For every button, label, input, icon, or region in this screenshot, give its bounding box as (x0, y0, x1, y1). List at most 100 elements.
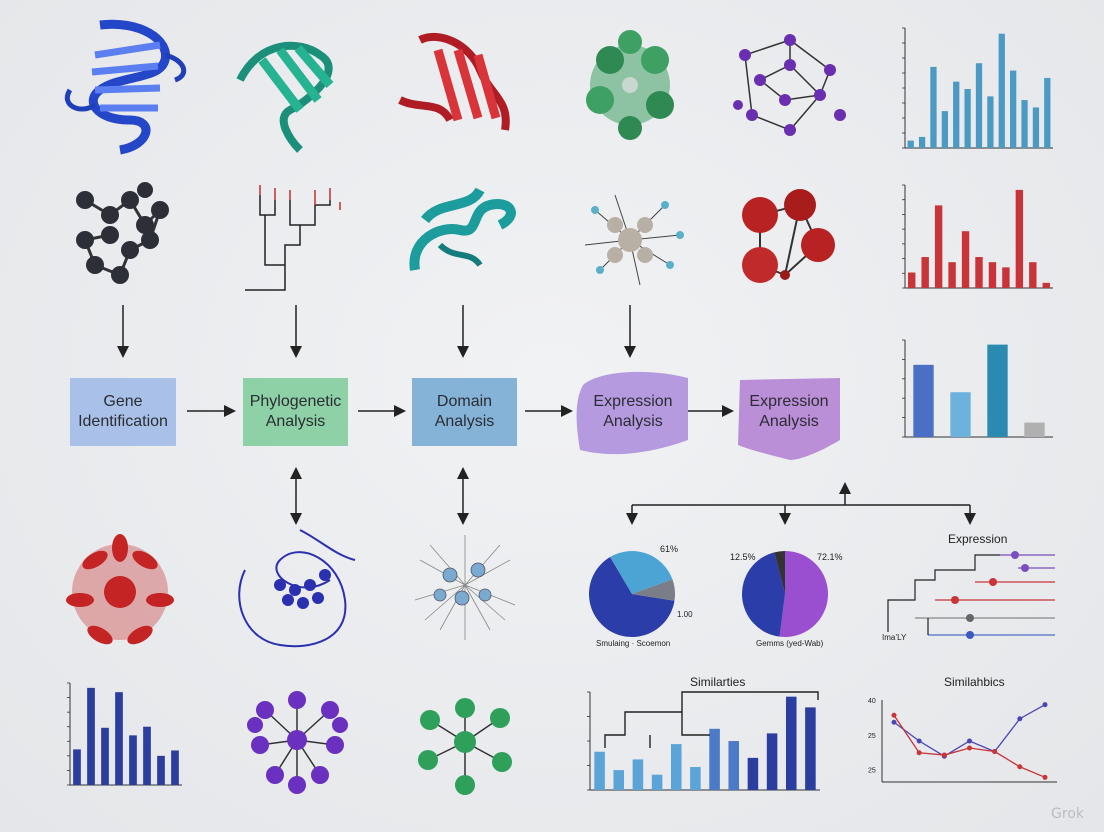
bar (948, 262, 956, 288)
bar (918, 136, 926, 148)
bar (670, 744, 682, 790)
bar (975, 63, 983, 148)
bar (115, 692, 123, 785)
bar (594, 751, 605, 790)
teal-helix-protein (409, 187, 516, 271)
bar (908, 272, 916, 288)
bar (1010, 70, 1017, 148)
expression-tree (887, 551, 1055, 639)
expression-tree-sub: Ima’LY (882, 633, 907, 642)
domain-analysis-box[interactable]: Domain Analysis (412, 378, 517, 446)
bar (953, 81, 960, 148)
pie-slice (742, 552, 785, 637)
bar (632, 759, 644, 790)
bar (143, 726, 151, 785)
green-helix-cluster (586, 30, 674, 140)
bar (998, 33, 1005, 148)
pie-slice (632, 579, 675, 601)
bar (941, 111, 948, 148)
pie-chart-1 (588, 551, 675, 637)
green-ball-molecule (418, 698, 512, 795)
gene-line2: Identification (78, 413, 168, 430)
y-tick-label: 25 (868, 733, 876, 740)
bar-chart-red (902, 184, 1053, 289)
similarities-left-title: Similarties (690, 675, 745, 689)
pie-chart-2 (742, 551, 828, 637)
bar (987, 96, 994, 148)
similarities-bar-chart (587, 691, 820, 791)
bar (1002, 267, 1010, 288)
red-helix-bundle (66, 534, 174, 645)
expression-analysis-box-2[interactable]: Expression Analysis (738, 378, 840, 446)
expression-analysis-box-1[interactable]: Expression Analysis (578, 378, 688, 446)
pie2-pct-right: 72.1% (817, 552, 843, 562)
domain-line1: Domain (436, 393, 493, 410)
bar (747, 757, 759, 790)
domain-line2: Analysis (434, 413, 495, 430)
dark-bead-chain (76, 182, 169, 284)
bar (961, 231, 970, 288)
pie-slice (774, 551, 785, 594)
bar (651, 774, 663, 790)
data-point (891, 712, 897, 718)
bar (157, 755, 165, 785)
expr1-line1: Expression (593, 393, 673, 410)
bar (171, 750, 179, 785)
pie1-pct: 61% (660, 544, 678, 554)
expression-blob-2 (738, 378, 840, 460)
bar (1029, 262, 1037, 288)
phylogenetic-analysis-box[interactable]: Phylogenetic Analysis (243, 378, 348, 446)
data-point (1042, 774, 1048, 780)
bar (1015, 189, 1024, 288)
data-point (1017, 764, 1023, 770)
bar-chart-mixed (902, 339, 1053, 438)
y-tick-label: 25 (868, 768, 876, 775)
bar (690, 767, 701, 790)
bar (129, 735, 137, 785)
bar (964, 89, 971, 148)
data-point (1042, 702, 1048, 708)
pie-slice (610, 551, 673, 594)
bar (934, 205, 943, 288)
bar (728, 741, 740, 790)
spiky-network (414, 535, 516, 640)
data-point (992, 749, 998, 755)
atom-cluster (584, 194, 684, 286)
pie1-side: 1.00 (677, 610, 693, 619)
expr2-line1: Expression (749, 393, 829, 410)
pie2-pct-left: 12.5% (730, 552, 756, 562)
pie1-caption: Smulaing · Scoemon (596, 639, 670, 648)
bar (987, 344, 1008, 437)
pie2-caption: Gemms (yed-Wab) (756, 639, 824, 648)
bar (785, 696, 797, 790)
bidirectional-arrows (290, 467, 469, 525)
bar (73, 749, 81, 785)
data-point (916, 738, 922, 744)
purple-ball-molecule (247, 691, 348, 794)
bar (1021, 100, 1028, 148)
bar (975, 257, 983, 288)
expr2-line2: Analysis (759, 413, 819, 430)
gene-line1: Gene (103, 393, 143, 410)
gene-identification-box[interactable]: Gene Identification (70, 378, 176, 446)
flow-arrows (117, 305, 734, 417)
data-point (967, 745, 972, 751)
data-point (941, 752, 947, 758)
bar (930, 66, 937, 148)
watermark: Grok (1051, 806, 1084, 822)
data-point (916, 750, 922, 756)
purple-node-network (733, 34, 846, 136)
red-sphere-molecule (742, 189, 835, 283)
bar-chart-top-right (902, 27, 1053, 149)
red-ribbon-protein (398, 32, 510, 131)
bar (913, 364, 934, 437)
bar (1024, 422, 1045, 437)
data-point (891, 719, 897, 725)
bar (709, 728, 720, 790)
similarities-dendrogram (604, 691, 819, 748)
data-point (967, 738, 972, 744)
bar (907, 140, 914, 148)
bar (87, 687, 95, 785)
phylo-line1: Phylogenetic (249, 393, 342, 410)
